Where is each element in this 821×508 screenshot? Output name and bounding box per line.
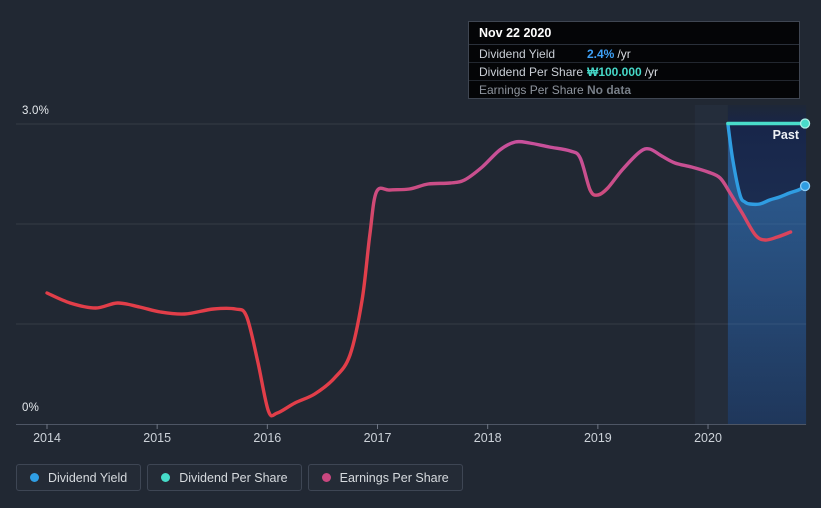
tooltip-row-label: Dividend Per Share — [479, 64, 584, 79]
tooltip-row: Earnings Per Share No data — [469, 81, 799, 98]
tooltip-row-unit: /yr — [617, 46, 631, 61]
chart-tooltip: Nov 22 2020 Dividend Yield 2.4%/yr Dividen… — [468, 21, 800, 99]
legend-color-dot — [161, 473, 171, 482]
tooltip-row-label: Earnings Per Share — [479, 82, 584, 97]
legend-label: Dividend Per Share — [179, 470, 288, 485]
y-axis-label-bottom: 0% — [22, 402, 40, 414]
legend-item-earnings-per-share[interactable]: Earnings Per Share — [307, 464, 463, 491]
dividend-per-share-dot[interactable] — [799, 118, 811, 129]
legend-item-dividend-yield[interactable]: Dividend Yield — [16, 464, 142, 491]
legend-color-dot — [30, 473, 39, 482]
x-axis-label: 2018 — [473, 431, 502, 445]
tooltip-row-unit: /yr — [644, 64, 659, 79]
earnings-per-share-line — [45, 139, 793, 418]
x-axis-label: 2017 — [363, 431, 392, 445]
legend-label: Dividend Yield — [48, 470, 128, 485]
dividend-yield-dot[interactable] — [799, 180, 811, 192]
x-axis-label: 2015 — [143, 431, 172, 445]
tooltip-row-value: 2.4% — [587, 46, 615, 61]
tooltip-row: Dividend Yield 2.4%/yr — [469, 45, 799, 63]
legend-item-dividend-per-share[interactable]: Dividend Per Share — [147, 464, 302, 491]
x-axis-label: 2020 — [694, 431, 722, 445]
tooltip-row: Dividend Per Share ₩100.000/yr — [469, 63, 799, 81]
x-axis-label: 2014 — [33, 431, 61, 445]
chart-legend: Dividend Yield Dividend Per Share Earnings… — [16, 464, 463, 491]
dividend-yield-line — [726, 122, 808, 207]
tooltip-row-value: ₩100.000 — [587, 64, 642, 79]
highlight-band — [694, 105, 728, 424]
x-axis-label: 2019 — [583, 431, 612, 445]
tooltip-row-label: Dividend Yield — [479, 46, 556, 61]
legend-label: Earnings Per Share — [339, 470, 449, 485]
past-region-label: Past — [772, 128, 799, 142]
dividend-yield-area — [727, 124, 807, 424]
x-axis-label: 2016 — [253, 431, 282, 445]
y-axis-label-top: 3.0% — [22, 105, 50, 117]
tooltip-date: Nov 22 2020 — [469, 22, 799, 45]
tooltip-row-value: No data — [587, 82, 632, 97]
legend-color-dot — [321, 473, 331, 482]
